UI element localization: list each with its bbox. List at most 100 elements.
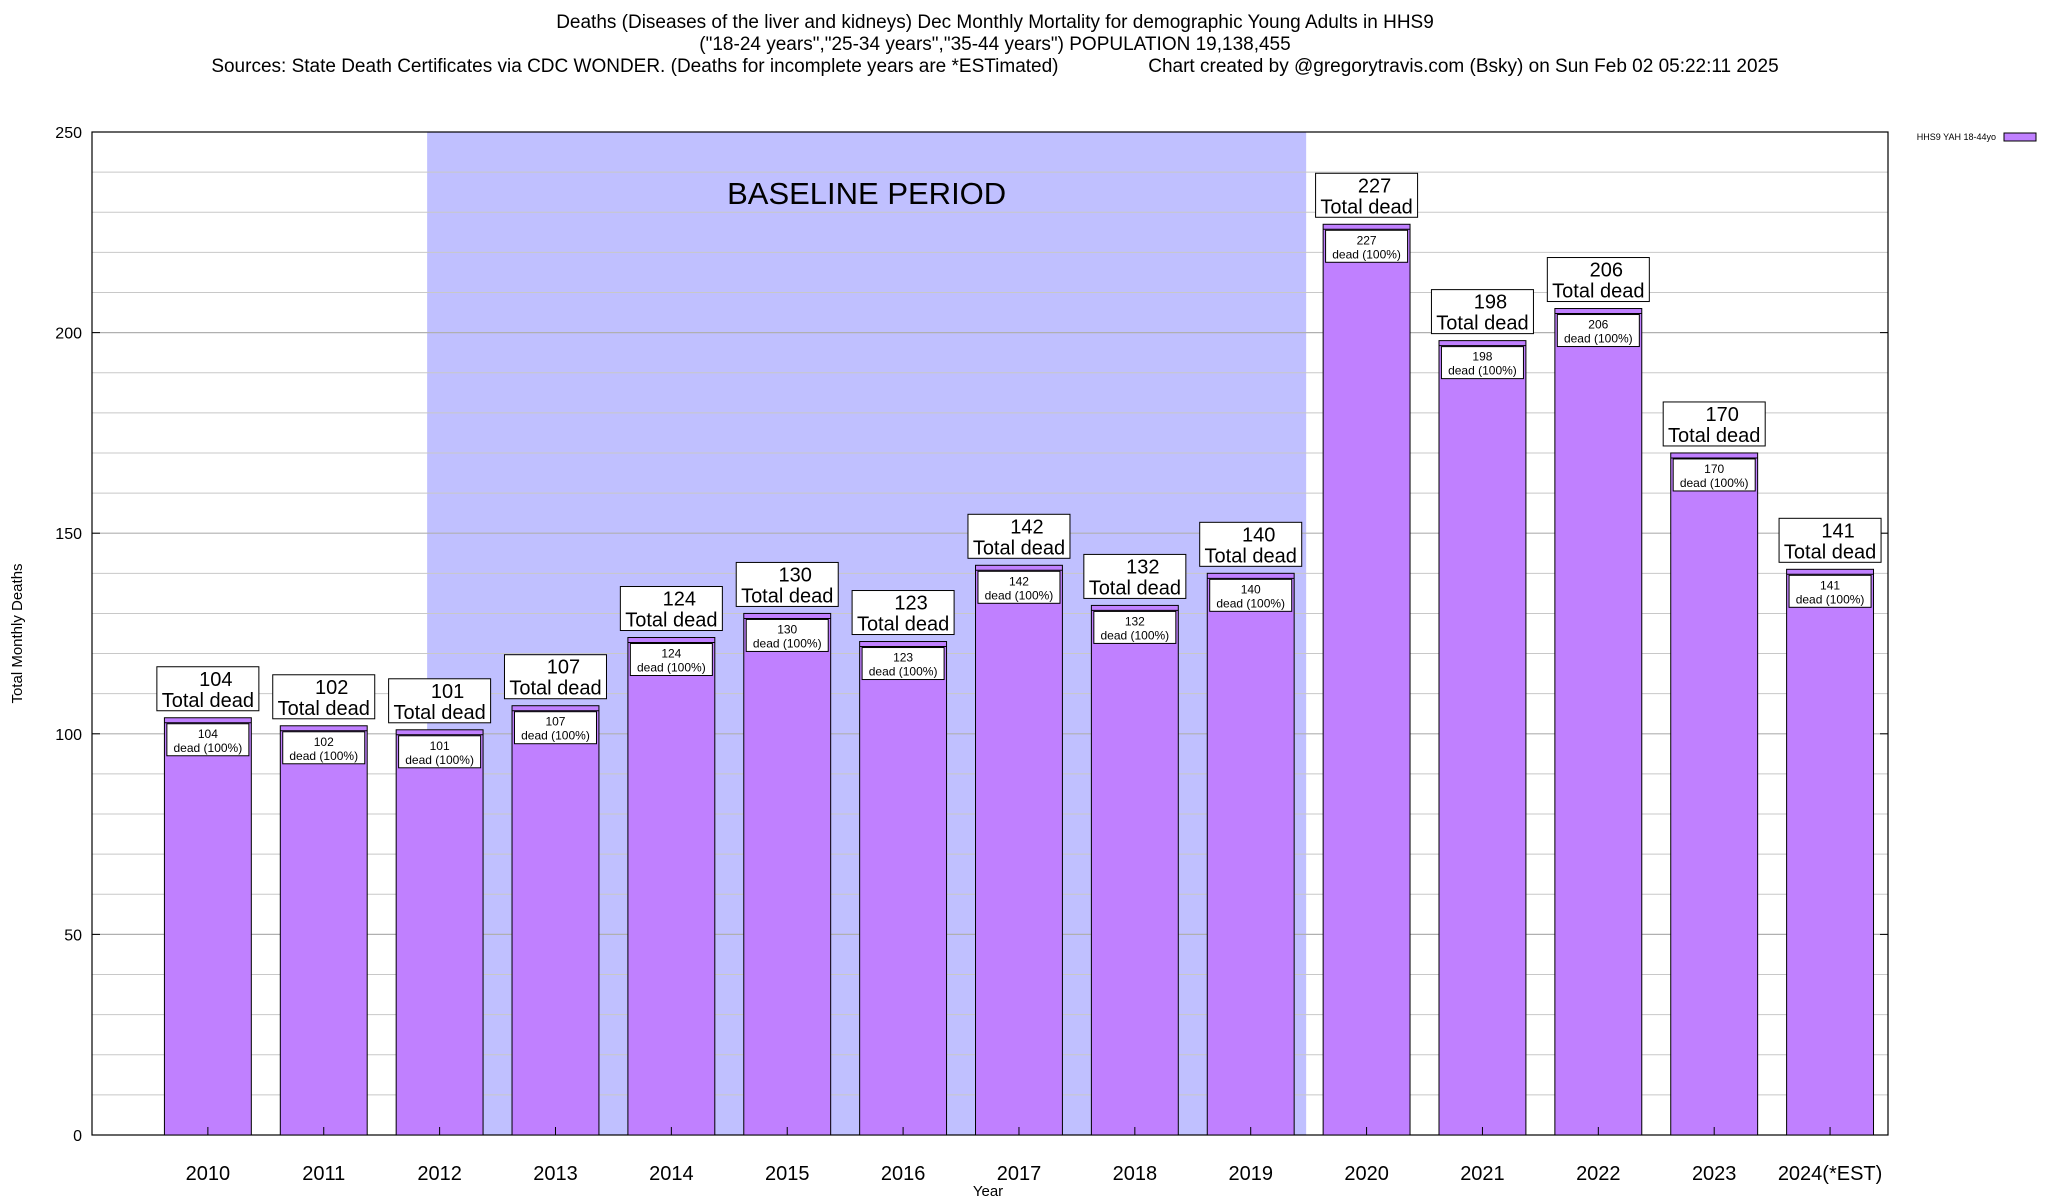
bar-2012: [395, 729, 484, 1136]
title-line-2: ("18-24 years","25-34 years","35-44 year…: [699, 34, 1291, 55]
total-dead-label: Total dead: [1089, 577, 1181, 599]
bar-2014: [627, 637, 716, 1136]
bar-2022: [1554, 308, 1643, 1136]
inner-label-box: [1209, 578, 1293, 612]
total-value-label: 104: [199, 669, 232, 691]
total-dead-label: Total dead: [1205, 545, 1297, 567]
inner-label-box: [1672, 458, 1756, 492]
inner-value-label: 142: [1009, 574, 1029, 588]
total-value-label: 142: [1010, 516, 1043, 538]
title-line-3: Sources: State Death Certificates via CD…: [211, 56, 1779, 77]
inner-percent-label: dead (100%): [1680, 476, 1749, 490]
bar-2017: [975, 564, 1063, 1136]
inner-label-box: [282, 731, 366, 765]
total-label-box: [272, 674, 376, 720]
bar-2016: [859, 641, 948, 1136]
inner-label-box: [977, 570, 1061, 604]
inner-percent-label: dead (100%): [637, 661, 706, 675]
inner-value-label: 206: [1588, 318, 1608, 332]
y-tick-label: 50: [64, 927, 82, 944]
total-dead-label: Total dead: [278, 698, 370, 720]
total-dead-label: Total dead: [1552, 281, 1644, 303]
inner-value-label: 124: [661, 647, 681, 661]
x-tick-label: 2010: [186, 1163, 231, 1185]
total-value-label: 124: [663, 589, 696, 611]
total-dead-label: Total dead: [1784, 541, 1876, 563]
inner-label-box: [629, 643, 713, 677]
total-value-label: 140: [1242, 524, 1275, 546]
total-label-box: [1546, 257, 1650, 303]
x-tick-label: 2024(*EST): [1778, 1163, 1883, 1185]
x-tick-label: 2020: [1344, 1163, 1389, 1185]
y-tick-label: 100: [55, 727, 82, 744]
inner-value-label: 107: [545, 715, 565, 729]
total-dead-label: Total dead: [857, 614, 949, 636]
inner-label-box: [398, 735, 482, 769]
inner-value-label: 101: [430, 739, 450, 753]
bar-2019: [1206, 572, 1295, 1136]
inner-value-label: 104: [198, 727, 218, 741]
inner-percent-label: dead (100%): [1448, 364, 1517, 378]
total-dead-label: Total dead: [393, 702, 485, 724]
bar-2018: [1090, 604, 1179, 1136]
bar-2021: [1438, 340, 1527, 1136]
y-tick-label: 250: [55, 125, 82, 142]
bar-2024(*EST): [1786, 568, 1875, 1136]
inner-value-label: 140: [1241, 582, 1261, 596]
inner-label-box: [861, 647, 945, 681]
bar-2010: [163, 717, 252, 1136]
total-value-label: 170: [1706, 404, 1739, 426]
total-label-box: [735, 561, 839, 607]
title-line-1: Deaths (Diseases of the liver and kidney…: [556, 12, 1434, 33]
total-value-label: 206: [1590, 260, 1623, 282]
inner-percent-label: dead (100%): [1564, 332, 1633, 346]
inner-value-label: 102: [314, 735, 334, 749]
y-tick-label: 0: [73, 1128, 82, 1145]
x-tick-label: 2023: [1692, 1163, 1737, 1185]
total-dead-label: Total dead: [741, 585, 833, 607]
total-value-label: 130: [779, 564, 812, 586]
chart-title: Deaths (Diseases of the liver and kidney…: [0, 12, 1990, 78]
total-label-box: [503, 654, 607, 700]
inner-label-box: [1325, 229, 1409, 263]
legend-label: HHS9 YAH 18-44yo: [1917, 132, 1996, 142]
total-value-label: 102: [315, 677, 348, 699]
total-value-label: 132: [1126, 556, 1159, 578]
x-tick-label: 2017: [997, 1163, 1042, 1185]
bar-2020: [1322, 223, 1411, 1136]
x-tick-label: 2012: [417, 1163, 462, 1185]
total-dead-label: Total dead: [973, 537, 1065, 559]
baseline-period-label: BASELINE PERIOD: [727, 176, 1006, 211]
inner-percent-label: dead (100%): [405, 753, 474, 767]
total-label-box: [388, 678, 492, 724]
inner-percent-label: dead (100%): [1100, 628, 1169, 642]
x-tick-label: 2014: [649, 1163, 694, 1185]
total-label-box: [1315, 172, 1419, 218]
total-value-label: 123: [894, 593, 927, 615]
x-tick-label: 2015: [765, 1163, 810, 1185]
inner-percent-label: dead (100%): [289, 749, 358, 763]
total-label-box: [967, 513, 1071, 559]
inner-value-label: 132: [1125, 614, 1145, 628]
inner-percent-label: dead (100%): [521, 729, 590, 743]
inner-label-box: [166, 723, 250, 757]
bar-2015: [743, 612, 832, 1136]
inner-percent-label: dead (100%): [1216, 596, 1285, 610]
total-dead-label: Total dead: [1320, 196, 1412, 218]
total-label-box: [1662, 401, 1766, 447]
total-label-box: [1430, 289, 1534, 335]
total-value-label: 198: [1474, 292, 1507, 314]
total-label-box: [1199, 521, 1303, 567]
x-tick-label: 2021: [1460, 1163, 1505, 1185]
total-value-label: 227: [1358, 175, 1391, 197]
y-tick-label: 200: [55, 326, 82, 343]
inner-value-label: 198: [1472, 350, 1492, 364]
bar-2013: [511, 705, 600, 1136]
inner-value-label: 141: [1820, 578, 1840, 592]
total-dead-label: Total dead: [162, 690, 254, 712]
x-tick-label: 2019: [1228, 1163, 1273, 1185]
bar-2023: [1670, 452, 1759, 1136]
x-tick-label: 2011: [302, 1163, 345, 1185]
inner-label-box: [513, 711, 597, 745]
